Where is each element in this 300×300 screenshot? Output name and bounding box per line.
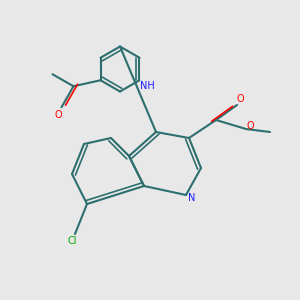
Text: Cl: Cl [67, 236, 77, 247]
Text: N: N [188, 193, 196, 203]
Text: NH: NH [140, 81, 154, 91]
Text: O: O [55, 110, 62, 120]
Text: O: O [247, 121, 254, 131]
Text: O: O [236, 94, 244, 104]
